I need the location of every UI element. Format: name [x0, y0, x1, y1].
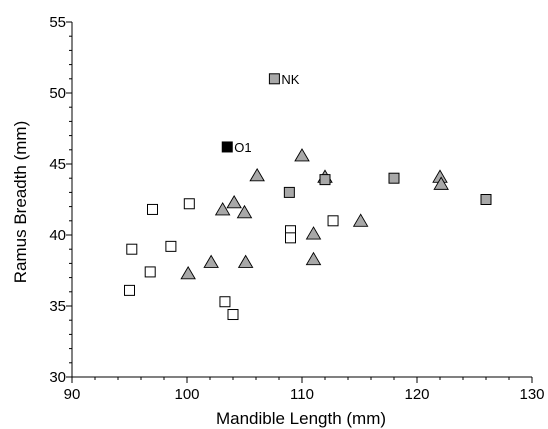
axes: 90 100 110 120 130 30 35 40 45 50 55: [49, 14, 544, 403]
grey-triangle-point: [237, 254, 254, 268]
x-axis-title: Mandible Length (mm): [216, 409, 386, 428]
open-square-point: [327, 215, 339, 227]
y-tick-label: 55: [49, 14, 66, 31]
x-tick-label: 90: [64, 386, 81, 403]
open-square-point: [285, 232, 296, 244]
grey-triangle-point: [226, 194, 242, 209]
point-label-nk: NK: [281, 72, 299, 87]
point-label-o1: O1: [234, 140, 251, 155]
y-axis-title: Ramus Breadth (mm): [11, 121, 30, 283]
open-square-point: [165, 240, 177, 252]
y-tick-label: 30: [49, 369, 66, 386]
y-tick-label: 45: [49, 156, 66, 173]
grey-triangle-point: [203, 254, 219, 268]
open-square-point: [124, 284, 135, 296]
grey-triangle-point: [305, 226, 322, 240]
grey-square-point: [388, 172, 400, 184]
grey-triangle-point: [294, 148, 310, 162]
grey-triangle-point: [305, 251, 322, 266]
grey-triangle-point: [433, 176, 449, 190]
grey-triangle-point: [236, 204, 253, 219]
grey-square-point: [283, 186, 295, 198]
grey-triangle-point: [214, 202, 231, 216]
x-tick-label: 120: [404, 386, 429, 403]
grey-square-point: [480, 194, 492, 205]
y-tick-label: 50: [49, 85, 66, 102]
open-square-point: [144, 266, 156, 278]
black-square-point: [221, 141, 233, 153]
grey-triangle-point: [180, 265, 196, 280]
grey-triangle-point: [249, 167, 265, 182]
data-points: NK O1: [124, 72, 492, 321]
open-square-point: [126, 243, 138, 255]
open-square-point: [227, 309, 239, 321]
open-square-point: [147, 203, 158, 215]
y-tick-label: 40: [49, 227, 66, 244]
grey-square-point: [268, 73, 280, 85]
open-square-point: [219, 296, 231, 308]
x-tick-label: 130: [519, 386, 544, 403]
grey-square-point: [319, 174, 331, 186]
y-tick-label: 35: [49, 298, 66, 315]
grey-triangle-point: [352, 213, 369, 227]
x-tick-label: 110: [290, 386, 314, 403]
open-square-point: [183, 198, 195, 210]
x-tick-label: 100: [174, 386, 199, 403]
